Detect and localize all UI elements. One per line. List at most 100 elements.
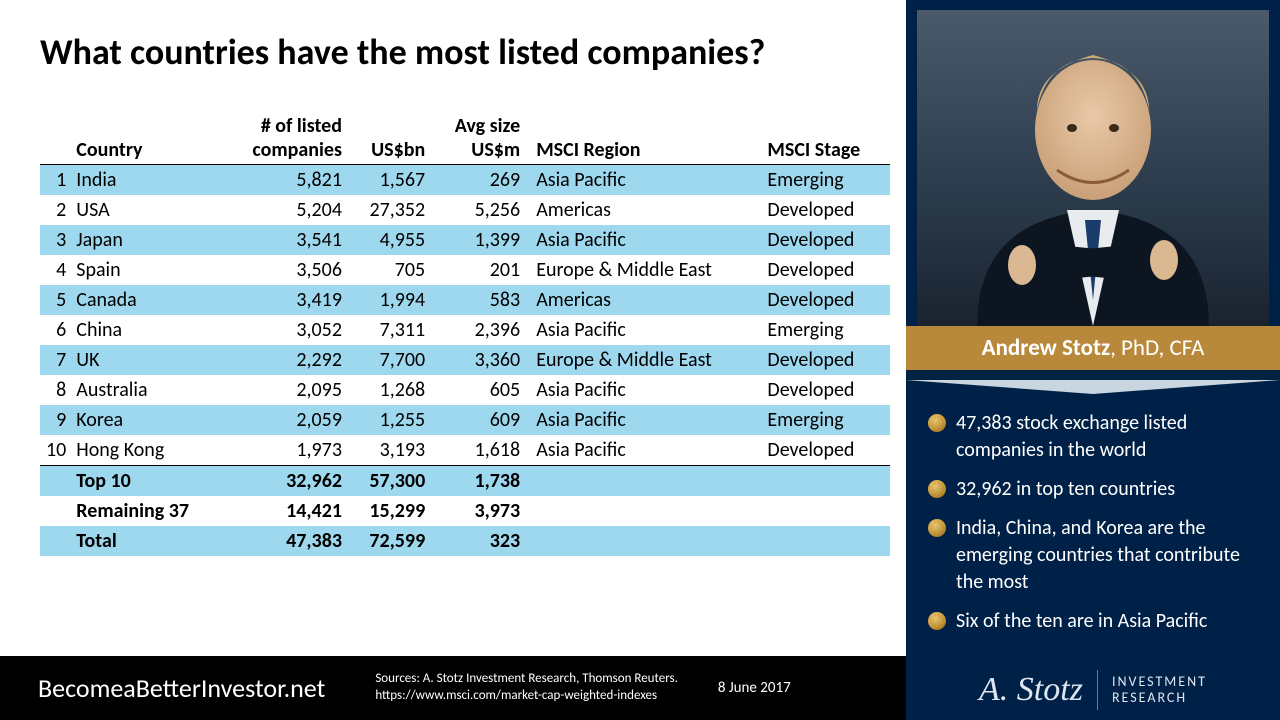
col-rank — [40, 112, 70, 165]
cell-usbn: 7,311 — [348, 315, 431, 345]
cell-stage: Developed — [761, 195, 890, 225]
signature-brand-l2: RESEARCH — [1112, 690, 1207, 706]
cell-avg: 609 — [431, 405, 526, 435]
footer-bar: BecomeaBetterInvestor.net Sources: A. St… — [0, 656, 906, 720]
cell-listed: 3,541 — [223, 225, 348, 255]
summary-row: Remaining 3714,42115,2993,973 — [40, 496, 890, 526]
divider-triangle — [906, 380, 1280, 396]
cell-usbn: 27,352 — [348, 195, 431, 225]
cell-rank: 9 — [40, 405, 70, 435]
cell-listed: 3,052 — [223, 315, 348, 345]
cell-rank: 6 — [40, 315, 70, 345]
col-avg: Avg size US$m — [431, 112, 526, 165]
cell-avg: 605 — [431, 375, 526, 405]
cell-listed: 3,506 — [223, 255, 348, 285]
companies-table: Country # of listed companies US$bn Avg … — [40, 112, 890, 556]
cell-avg: 3,360 — [431, 345, 526, 375]
cell-avg: 3,973 — [431, 496, 526, 526]
table-row: 5Canada3,4191,994583AmericasDeveloped — [40, 285, 890, 315]
list-item: Six of the ten are in Asia Pacific — [928, 608, 1260, 635]
page-title: What countries have the most listed comp… — [40, 30, 886, 74]
table-row: 6China3,0527,3112,396Asia PacificEmergin… — [40, 315, 890, 345]
cell-region: Asia Pacific — [526, 405, 761, 435]
cell-usbn: 1,994 — [348, 285, 431, 315]
cell-region — [526, 466, 761, 497]
main-panel: What countries have the most listed comp… — [0, 0, 906, 720]
cell-region — [526, 526, 761, 556]
cell-stage: Developed — [761, 435, 890, 466]
cell-listed: 32,962 — [223, 466, 348, 497]
portrait-placeholder-icon — [917, 10, 1269, 326]
table-row: 3Japan3,5414,9551,399Asia PacificDevelop… — [40, 225, 890, 255]
cell-region — [526, 496, 761, 526]
cell-stage: Developed — [761, 345, 890, 375]
footer-site: BecomeaBetterInvestor.net — [38, 672, 325, 704]
cell-avg: 1,618 — [431, 435, 526, 466]
cell-listed: 5,821 — [223, 165, 348, 196]
cell-listed: 1,973 — [223, 435, 348, 466]
cell-listed: 2,292 — [223, 345, 348, 375]
cell-rank: 8 — [40, 375, 70, 405]
cell-avg: 1,399 — [431, 225, 526, 255]
signature-brand: INVESTMENT RESEARCH — [1112, 674, 1207, 706]
cell-rank: 10 — [40, 435, 70, 466]
list-item: 32,962 in top ten countries — [928, 476, 1260, 503]
list-item: India, China, and Korea are the emerging… — [928, 515, 1260, 596]
signature-divider — [1097, 670, 1098, 710]
cell-country: UK — [70, 345, 223, 375]
author-credentials: , PhD, CFA — [1110, 334, 1204, 362]
cell-avg: 1,738 — [431, 466, 526, 497]
bullet-icon — [928, 480, 946, 498]
table-row: 2USA5,20427,3525,256AmericasDeveloped — [40, 195, 890, 225]
cell-stage: Emerging — [761, 165, 890, 196]
cell-stage: Developed — [761, 375, 890, 405]
cell-avg: 201 — [431, 255, 526, 285]
cell-country: USA — [70, 195, 223, 225]
cell-country: Canada — [70, 285, 223, 315]
footer-sources-l1: Sources: A. Stotz Investment Research, T… — [375, 671, 678, 688]
cell-region: Europe & Middle East — [526, 255, 761, 285]
cell-rank: 5 — [40, 285, 70, 315]
footer-sources-l2: https://www.msci.com/market-cap-weighted… — [375, 688, 678, 705]
signature-brand-l1: INVESTMENT — [1112, 674, 1207, 690]
cell-country: Australia — [70, 375, 223, 405]
cell-stage: Emerging — [761, 315, 890, 345]
cell-rank: 7 — [40, 345, 70, 375]
cell-stage: Developed — [761, 225, 890, 255]
table-row: 9Korea2,0591,255609Asia PacificEmerging — [40, 405, 890, 435]
author-portrait — [917, 10, 1269, 326]
table-row: 4Spain3,506705201Europe & Middle EastDev… — [40, 255, 890, 285]
list-item: 47,383 stock exchange listed companies i… — [928, 410, 1260, 464]
col-usbn: US$bn — [348, 112, 431, 165]
author-name-bar: Andrew Stotz, PhD, CFA — [906, 326, 1280, 380]
author-name: Andrew Stotz — [982, 334, 1110, 362]
cell-avg: 583 — [431, 285, 526, 315]
table-row: 1India5,8211,567269Asia PacificEmerging — [40, 165, 890, 196]
cell-rank: 1 — [40, 165, 70, 196]
table-body: 1India5,8211,567269Asia PacificEmerging2… — [40, 165, 890, 557]
col-stage: MSCI Stage — [761, 112, 890, 165]
key-points-list: 47,383 stock exchange listed companies i… — [906, 396, 1280, 647]
cell-listed: 2,095 — [223, 375, 348, 405]
table-row: 10Hong Kong1,9733,1931,618Asia PacificDe… — [40, 435, 890, 466]
cell-region: Asia Pacific — [526, 375, 761, 405]
cell-stage — [761, 496, 890, 526]
cell-listed: 5,204 — [223, 195, 348, 225]
cell-listed: 2,059 — [223, 405, 348, 435]
bullet-icon — [928, 612, 946, 630]
cell-usbn: 705 — [348, 255, 431, 285]
cell-usbn: 4,955 — [348, 225, 431, 255]
signature-block: A. Stotz INVESTMENT RESEARCH — [906, 670, 1280, 710]
cell-avg: 5,256 — [431, 195, 526, 225]
col-region: MSCI Region — [526, 112, 761, 165]
cell-stage: Developed — [761, 255, 890, 285]
table-row: 7UK2,2927,7003,360Europe & Middle EastDe… — [40, 345, 890, 375]
cell-region: Americas — [526, 195, 761, 225]
bullet-text: 32,962 in top ten countries — [956, 476, 1175, 503]
header-row: Country # of listed companies US$bn Avg … — [40, 112, 890, 165]
cell-rank: 2 — [40, 195, 70, 225]
cell-usbn: 3,193 — [348, 435, 431, 466]
cell-country: Hong Kong — [70, 435, 223, 466]
cell-usbn: 7,700 — [348, 345, 431, 375]
cell-region: Asia Pacific — [526, 225, 761, 255]
